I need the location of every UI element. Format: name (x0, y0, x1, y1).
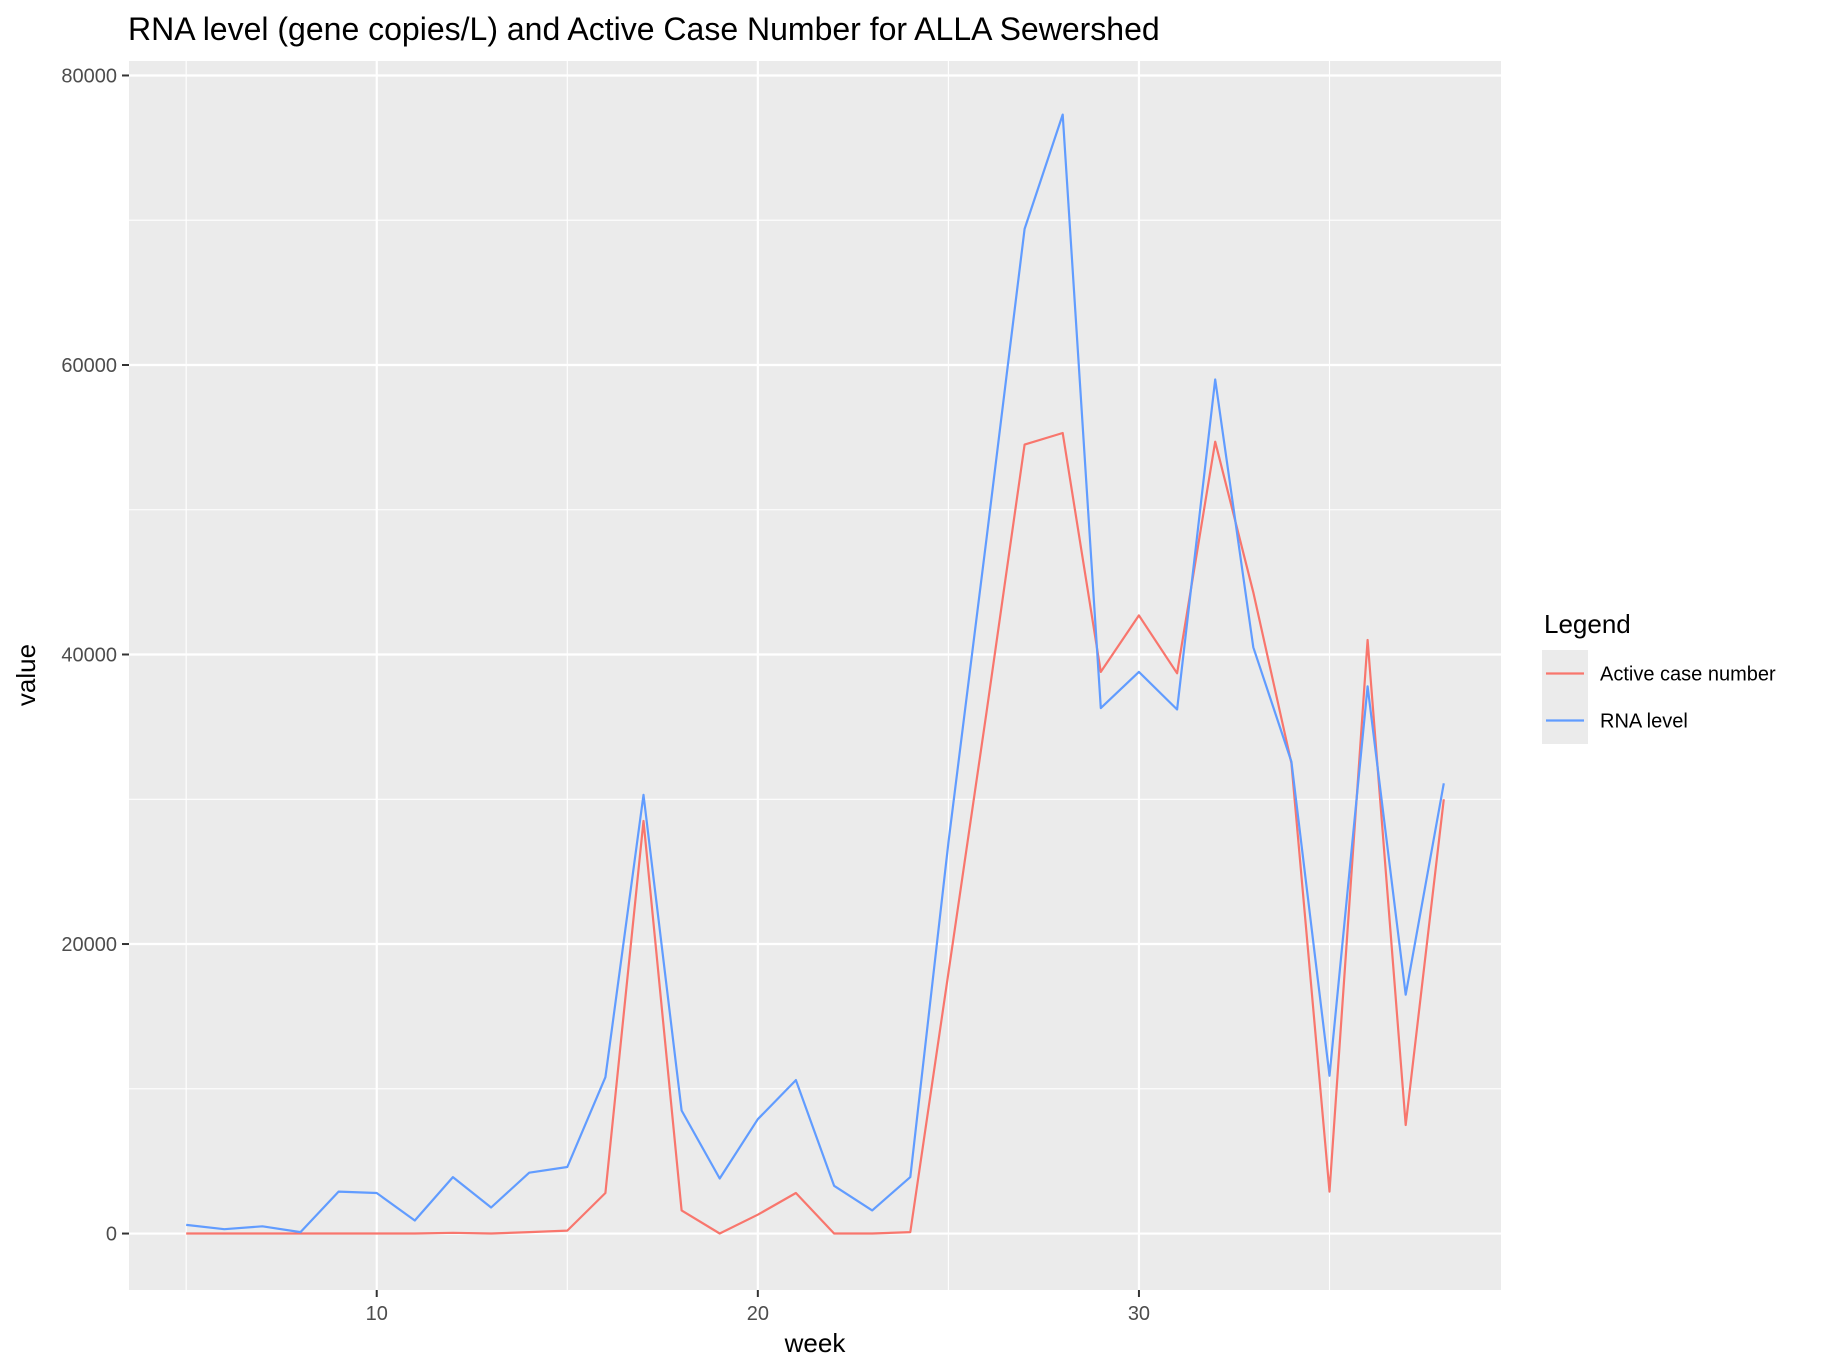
x-tick-label: 20 (747, 1303, 769, 1325)
y-axis: 0 20000 40000 60000 80000 (61, 65, 129, 1246)
legend-items: Active case number RNA level (1542, 650, 1776, 744)
x-axis-title: week (784, 1328, 847, 1358)
y-tick-label: 40000 (61, 645, 117, 667)
legend: Legend Active case number RNA level (1542, 609, 1776, 744)
y-tick-label: 60000 (61, 355, 117, 377)
chart-title: RNA level (gene copies/L) and Active Cas… (128, 11, 1160, 47)
grid-minor (129, 61, 1501, 1290)
y-tick-label: 0 (106, 1224, 117, 1246)
x-axis: 10 20 30 (366, 1290, 1150, 1325)
y-tick-label: 20000 (61, 934, 117, 956)
x-tick-label: 30 (1128, 1303, 1150, 1325)
legend-label-active-case-number: Active case number (1600, 664, 1776, 686)
series-layer (186, 113, 1445, 1235)
y-axis-title: value (11, 644, 41, 706)
y-tick-label: 80000 (61, 65, 117, 87)
plot-panel (129, 61, 1501, 1290)
legend-label-rna-level: RNA level (1600, 711, 1688, 733)
series-line-rna-level (186, 113, 1445, 1234)
legend-title: Legend (1544, 609, 1631, 639)
x-tick-label: 10 (366, 1303, 388, 1325)
